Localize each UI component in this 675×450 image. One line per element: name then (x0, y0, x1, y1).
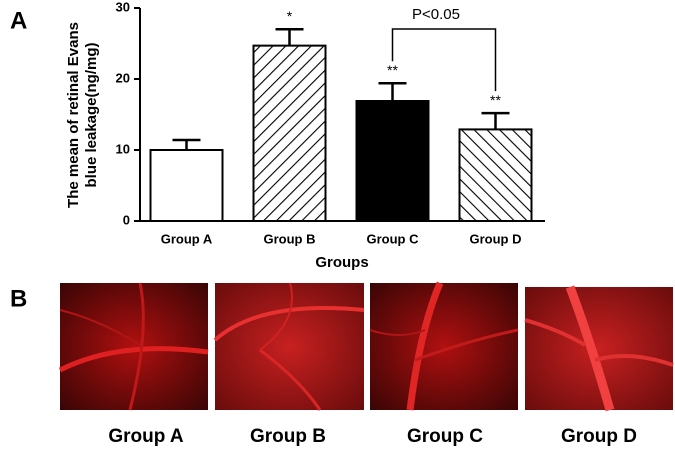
image-label: Group C (407, 426, 483, 447)
x-tick-label: Group D (470, 231, 522, 246)
retina-image (369, 281, 519, 411)
comparison-bracket (391, 28, 497, 92)
y-tick-label: 10 (116, 141, 130, 156)
y-tick-label: 30 (116, 0, 130, 14)
x-tick-label: Group C (367, 231, 420, 246)
bar (458, 128, 533, 222)
x-tick-label: Group A (161, 231, 213, 246)
comparison-label: P<0.05 (412, 6, 460, 23)
retina-image (524, 285, 674, 412)
y-axis-label-line: The mean of retinal Evans (65, 22, 82, 208)
y-axis-label-line: blue leakage(ng/mg) (83, 42, 100, 187)
y-axis-label: The mean of retinal Evansblue leakage(ng… (65, 22, 100, 208)
panel-label: A (10, 7, 27, 34)
y-tick-label: 20 (116, 70, 130, 85)
significance-label: ** (490, 92, 501, 108)
image-label: Group B (250, 426, 326, 447)
bar-chart: 0 10 20 30 Group A Group B * Group C ** Group D **… (65, 0, 545, 271)
significance-label: ** (387, 62, 398, 78)
bar (355, 100, 430, 222)
significance-label: * (287, 8, 293, 24)
image-label: Group A (108, 426, 184, 447)
panel-label: B (10, 285, 27, 312)
bar (252, 44, 327, 222)
images (58, 281, 674, 412)
y-tick-label: 0 (123, 212, 130, 227)
retina-image (213, 282, 365, 411)
image-label: Group D (561, 426, 637, 447)
x-axis-label: Groups (315, 254, 368, 271)
x-tick-label: Group B (264, 231, 316, 246)
retina-image (58, 282, 209, 411)
bar (149, 149, 224, 222)
